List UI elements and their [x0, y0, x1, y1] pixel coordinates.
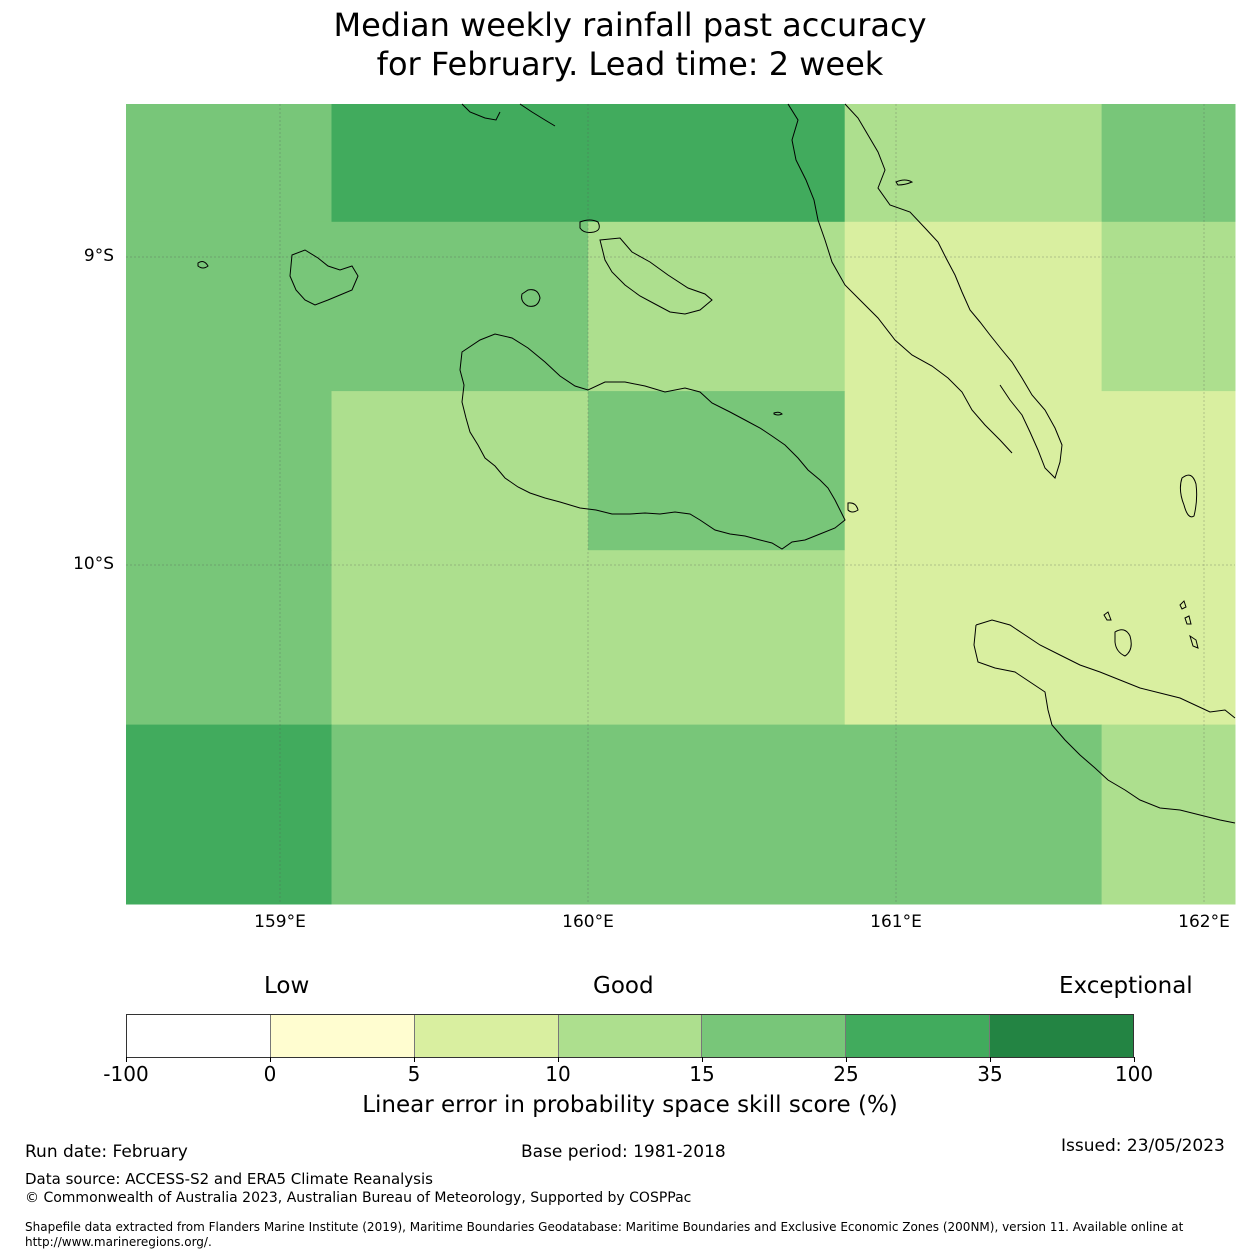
colorbar-category-exceptional: Exceptional: [1059, 973, 1193, 999]
colorbar-category-good: Good: [593, 973, 654, 999]
colorbar-tick-label-6: 35: [977, 1062, 1003, 1086]
coast-malaita-east: [844, 103, 1063, 479]
colorbar-tick-label-5: 25: [833, 1062, 859, 1086]
issued-date: Issued: 23/05/2023: [1061, 1136, 1225, 1156]
coastlines: [197, 103, 1236, 824]
data-source: Data source: ACCESS-S2 and ERA5 Climate …: [25, 1170, 433, 1188]
coast-islet-east-1: [1103, 611, 1112, 621]
colorbar-tick-label-3: 10: [545, 1062, 571, 1086]
skill-cells: [126, 104, 1236, 905]
skill-cell-2: [844, 104, 1103, 223]
coast-islet-east-3: [1184, 615, 1192, 625]
colorbar-tickmark-3: [557, 1057, 559, 1062]
coast-islet-guadalcanal-tip: [847, 502, 859, 513]
coast-ngella-north: [579, 219, 600, 233]
graticule: [126, 104, 1235, 904]
lat-label-9s: 9°S: [83, 246, 114, 266]
skill-cell-0: [126, 104, 332, 223]
coast-ugi: [1114, 629, 1132, 657]
coast-islet-ne: [895, 179, 914, 186]
colorbar-segment-2: [414, 1015, 559, 1057]
colorbar-tickmark-0: [125, 1057, 127, 1062]
coast-russell-islands: [289, 249, 359, 306]
lon-label-160e: 160°E: [562, 912, 614, 932]
lat-label-10s: 10°S: [73, 554, 114, 574]
skill-cell-14: [588, 391, 846, 551]
skill-cell-8: [126, 273, 589, 392]
coast-malaita: [787, 103, 1013, 454]
colorbar-tickmark-4: [701, 1057, 703, 1062]
skill-cell-11: [1101, 273, 1236, 392]
colorbar: [126, 1014, 1134, 1058]
coast-islet-west: [197, 261, 209, 269]
skill-cell-3: [1101, 104, 1236, 223]
colorbar-tickmark-1: [269, 1057, 271, 1062]
skill-cell-12: [126, 391, 332, 551]
colorbar-tick-label-4: 15: [689, 1062, 715, 1086]
coast-north-islets: [461, 103, 556, 127]
colorbar-tick-label-2: 5: [407, 1062, 421, 1086]
base-period: Base period: 1981-2018: [521, 1142, 726, 1162]
skill-cell-4: [126, 221, 589, 274]
coast-islet-east-2: [1179, 600, 1187, 610]
coast-savo: [521, 289, 541, 307]
skill-cell-13: [331, 391, 589, 551]
colorbar-segment-0: [127, 1015, 271, 1057]
colorbar-tickmark-6: [989, 1057, 991, 1062]
run-date: Run date: February: [25, 1142, 188, 1162]
skill-cell-7: [1101, 221, 1236, 274]
colorbar-tick-label-1: 0: [263, 1062, 277, 1086]
skill-cell-16: [126, 550, 332, 726]
colorbar-category-low: Low: [264, 973, 310, 999]
colorbar-tick-label-7: 100: [1114, 1062, 1154, 1086]
lon-label-159e: 159°E: [254, 912, 306, 932]
skill-cell-5: [588, 221, 846, 274]
lon-label-162e: 162°E: [1178, 912, 1230, 932]
shapefile-attribution: Shapefile data extracted from Flanders M…: [25, 1220, 1225, 1250]
skill-cell-9: [588, 273, 846, 392]
shapefile-attribution-line2: http://www.marineregions.org/.: [25, 1235, 212, 1249]
skill-cell-1: [331, 104, 846, 223]
colorbar-tick-label-0: -100: [103, 1062, 149, 1086]
colorbar-tickmark-7: [1133, 1057, 1135, 1062]
coast-florida-islands: [599, 237, 713, 315]
skill-cell-6: [844, 221, 1103, 274]
skill-cell-18: [844, 550, 1236, 726]
lon-label-161e: 161°E: [870, 912, 922, 932]
skill-cell-21: [1101, 724, 1236, 905]
skill-cell-19: [126, 724, 332, 905]
colorbar-segment-4: [702, 1015, 847, 1057]
rainfall-accuracy-map: [126, 103, 1236, 905]
colorbar-segment-6: [990, 1015, 1134, 1057]
coast-islet-mid: [773, 411, 783, 416]
colorbar-tickmark-2: [413, 1057, 415, 1062]
coast-makira-south: [973, 624, 1236, 824]
colorbar-segment-3: [558, 1015, 703, 1057]
map-title-line1: Median weekly rainfall past accuracy: [333, 6, 927, 44]
map-title-line2: for February. Lead time: 2 week: [376, 45, 884, 83]
copyright: © Commonwealth of Australia 2023, Austra…: [25, 1190, 692, 1206]
coast-islet-east-4: [1189, 634, 1199, 649]
coast-makira: [975, 619, 1236, 719]
colorbar-segment-1: [270, 1015, 415, 1057]
skill-cell-17: [331, 550, 846, 726]
colorbar-label: Linear error in probability space skill …: [362, 1092, 898, 1118]
colorbar-segment-5: [846, 1015, 991, 1057]
shapefile-attribution-line1: Shapefile data extracted from Flanders M…: [25, 1220, 1184, 1234]
coast-guadalcanal: [459, 333, 846, 550]
skill-cell-15: [844, 391, 1236, 551]
skill-cell-20: [331, 724, 1103, 905]
skill-cell-10: [844, 273, 1103, 392]
coast-ulawa: [1179, 474, 1198, 518]
colorbar-tickmark-5: [845, 1057, 847, 1062]
